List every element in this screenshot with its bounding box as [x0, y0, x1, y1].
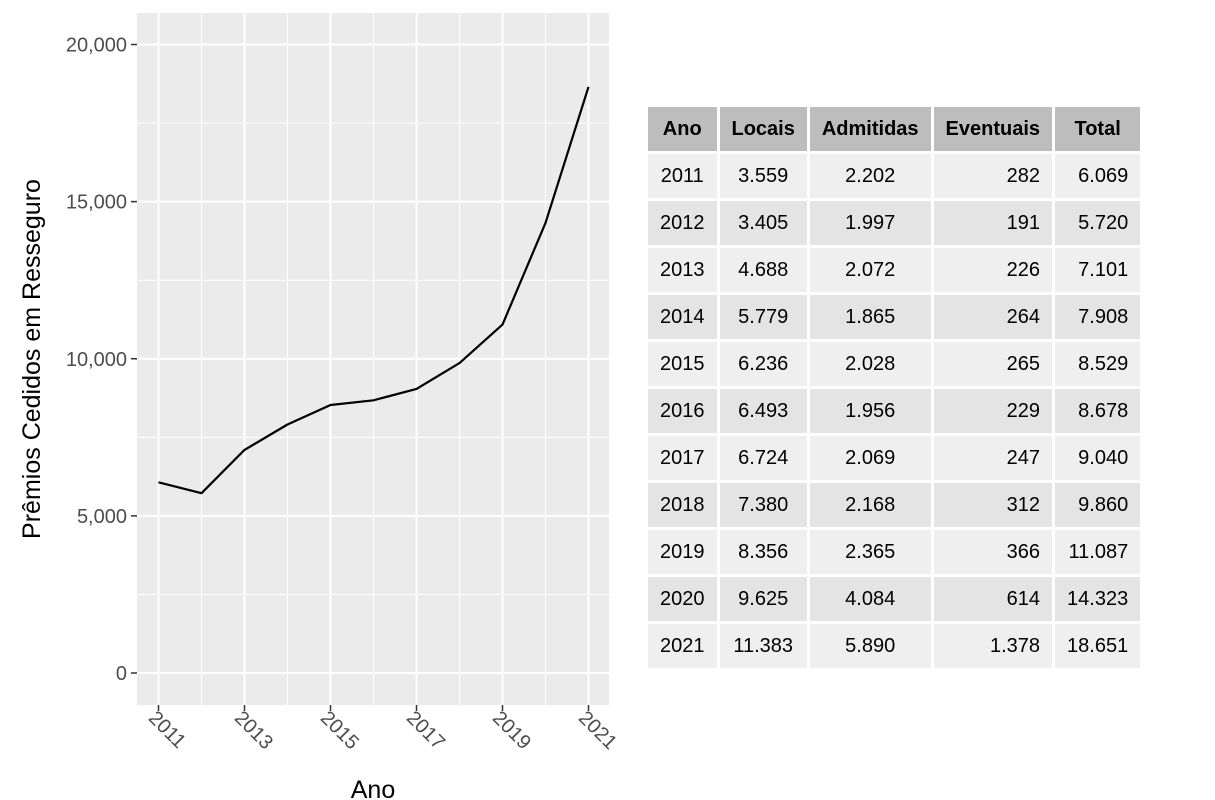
- table-cell: 282: [933, 154, 1053, 198]
- table-cell: 4.084: [809, 577, 931, 621]
- table-cell: 6.236: [719, 342, 807, 386]
- table-cell: 2019: [648, 530, 717, 574]
- x-tick-label: 2019: [488, 707, 535, 754]
- table-cell: 2020: [648, 577, 717, 621]
- table-header-cell: Locais: [719, 107, 807, 151]
- table-cell: 5.890: [809, 624, 931, 668]
- table-header-cell: Eventuais: [933, 107, 1053, 151]
- table-cell: 5.779: [719, 295, 807, 339]
- table-cell: 8.678: [1055, 389, 1141, 433]
- table-row: 2015 6.236 2.028 265 8.529: [648, 342, 1141, 386]
- table-cell: 226: [933, 248, 1053, 292]
- table-row: 2018 7.380 2.168 312 9.860: [648, 483, 1141, 527]
- table-cell: 6.069: [1055, 154, 1141, 198]
- x-tick-label: 2017: [402, 707, 449, 754]
- table-cell: 6.724: [719, 436, 807, 480]
- table-row: 2013 4.688 2.072 226 7.101: [648, 248, 1141, 292]
- table-cell: 2014: [648, 295, 717, 339]
- table-cell: 11.087: [1055, 530, 1141, 574]
- table-body: 2011 3.559 2.202 282 6.069 2012 3.405 1.997 191 5…: [648, 154, 1141, 668]
- table-row: 2019 8.356 2.365 366 11.087: [648, 530, 1141, 574]
- y-tick-label: 15,000: [66, 192, 127, 214]
- x-tick-label: 2015: [316, 707, 363, 754]
- table-cell: 2012: [648, 201, 717, 245]
- series-line: [158, 86, 590, 495]
- table-cell: 8.356: [719, 530, 807, 574]
- table-cell: 229: [933, 389, 1053, 433]
- table-row: 2016 6.493 1.956 229 8.678: [648, 389, 1141, 433]
- table-cell: 5.720: [1055, 201, 1141, 245]
- table-cell: 9.860: [1055, 483, 1141, 527]
- grid-lines: [137, 13, 609, 705]
- table-cell: 2.365: [809, 530, 931, 574]
- table-cell: 9.040: [1055, 436, 1141, 480]
- table-cell: 9.625: [719, 577, 807, 621]
- table-cell: 6.493: [719, 389, 807, 433]
- table-cell: 4.688: [719, 248, 807, 292]
- x-tick-label: 2013: [230, 707, 277, 754]
- table-cell: 1.956: [809, 389, 931, 433]
- table-cell: 2015: [648, 342, 717, 386]
- table-row: 2012 3.405 1.997 191 5.720: [648, 201, 1141, 245]
- data-table: Ano Locais Admitidas Eventuais Total 2011 3.5…: [645, 104, 1143, 671]
- table-cell: 8.529: [1055, 342, 1141, 386]
- x-tick-label: 2011: [144, 707, 190, 753]
- table-cell: 264: [933, 295, 1053, 339]
- table-cell: 14.323: [1055, 577, 1141, 621]
- table-header-row: Ano Locais Admitidas Eventuais Total: [648, 107, 1141, 151]
- table-cell: 312: [933, 483, 1053, 527]
- table-cell: 18.651: [1055, 624, 1141, 668]
- table-cell: 2011: [648, 154, 717, 198]
- table-cell: 11.383: [719, 624, 807, 668]
- table-cell: 7.101: [1055, 248, 1141, 292]
- line-chart: 0 5,000 10,000 15,000 20,000 2011 2013 2015 2017…: [18, 13, 621, 800]
- x-tick-label: 2021: [574, 707, 621, 754]
- table-cell: 7.908: [1055, 295, 1141, 339]
- table-row: 2021 11.383 5.890 1.378 18.651: [648, 624, 1141, 668]
- table-cell: 2013: [648, 248, 717, 292]
- table-cell: 2.069: [809, 436, 931, 480]
- table-cell: 265: [933, 342, 1053, 386]
- table-cell: 191: [933, 201, 1053, 245]
- table-header-cell: Admitidas: [809, 107, 931, 151]
- y-tick-label: 20,000: [66, 35, 127, 57]
- table-cell: 3.559: [719, 154, 807, 198]
- table-cell: 247: [933, 436, 1053, 480]
- table-cell: 2016: [648, 389, 717, 433]
- series-line-layer: [158, 86, 590, 495]
- table-row: 2017 6.724 2.069 247 9.040: [648, 436, 1141, 480]
- table-cell: 2021: [648, 624, 717, 668]
- table-cell: 2.028: [809, 342, 931, 386]
- table-header-cell: Total: [1055, 107, 1141, 151]
- y-axis-title: Prêmios Cedidos em Resseguro: [18, 179, 46, 539]
- table-cell: 1.865: [809, 295, 931, 339]
- table-cell: 614: [933, 577, 1053, 621]
- table-row: 2014 5.779 1.865 264 7.908: [648, 295, 1141, 339]
- x-axis-title: Ano: [351, 776, 395, 800]
- table-row: 2011 3.559 2.202 282 6.069: [648, 154, 1141, 198]
- y-tick-label: 0: [116, 663, 127, 685]
- y-tick-label: 10,000: [66, 349, 127, 371]
- table-header-cell: Ano: [648, 107, 717, 151]
- table-cell: 2017: [648, 436, 717, 480]
- table-cell: 7.380: [719, 483, 807, 527]
- table-row: 2020 9.625 4.084 614 14.323: [648, 577, 1141, 621]
- y-tick-label: 5,000: [77, 506, 127, 528]
- table-cell: 1.378: [933, 624, 1053, 668]
- table-cell: 3.405: [719, 201, 807, 245]
- table-cell: 2018: [648, 483, 717, 527]
- table-cell: 366: [933, 530, 1053, 574]
- table-cell: 2.072: [809, 248, 931, 292]
- table-cell: 2.168: [809, 483, 931, 527]
- table-cell: 1.997: [809, 201, 931, 245]
- table-cell: 2.202: [809, 154, 931, 198]
